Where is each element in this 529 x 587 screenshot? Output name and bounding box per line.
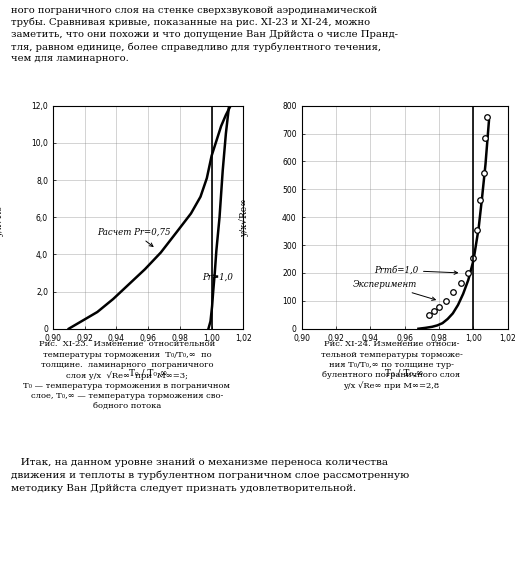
Text: y/x√Re∞: y/x√Re∞ — [239, 198, 249, 237]
Text: T₀ / T₀,∞: T₀ / T₀,∞ — [386, 369, 424, 378]
Text: ного пограничного слоя на стенке сверхзвуковой аэродинамической
трубы. Сравнивая: ного пограничного слоя на стенке сверхзв… — [11, 6, 398, 63]
Text: Prтб=1,0: Prтб=1,0 — [373, 266, 458, 275]
Text: Pr=1,0: Pr=1,0 — [202, 272, 233, 281]
Text: Итак, на данном уровне знаний о механизме переноса количества
движения и теплоты: Итак, на данном уровне знаний о механизм… — [11, 458, 409, 492]
Text: Расчет Pr=0,75: Расчет Pr=0,75 — [97, 228, 171, 247]
Text: y/x√Re∞: y/x√Re∞ — [0, 198, 4, 237]
Text: Рис. XI-24. Изменение относи-
тельной температуры торможе-
ния T₀/T₀,∞ по толщин: Рис. XI-24. Изменение относи- тельной те… — [321, 340, 462, 390]
Text: Эксперимент: Эксперимент — [353, 280, 435, 301]
Text: Рис.  XI-23.  Изменение  относительной
температуры торможения  T₀/T₀,∞  по
толщи: Рис. XI-23. Изменение относительной темп… — [23, 340, 231, 410]
Text: T₀ / T₀,∞: T₀ / T₀,∞ — [129, 369, 167, 378]
